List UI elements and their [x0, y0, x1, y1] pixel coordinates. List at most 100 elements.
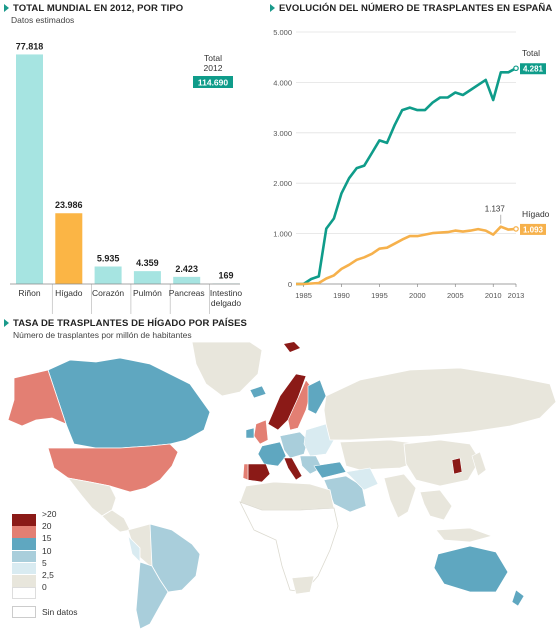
- italy: [283, 457, 303, 481]
- spain-line-chart: 0 1.000 2.000 3.000 4.000 5.000 1985 1990 1995 20…: [273, 28, 550, 300]
- norway: [267, 373, 307, 431]
- series-end-value: 4.281: [523, 65, 544, 74]
- middle-east: [323, 475, 367, 513]
- legend-label: 15: [42, 533, 52, 544]
- legend-swatch: [12, 514, 36, 526]
- bolivia-peru: [127, 534, 141, 563]
- triangle-icon: [4, 4, 9, 12]
- category-label: Hígado: [55, 288, 83, 298]
- world-chart-subtitle: Datos estimados: [11, 15, 75, 25]
- x-tick-label: 2000: [409, 291, 426, 300]
- sub-saharan-africa: [239, 501, 339, 593]
- map-title: TASA DE TRASPLANTES DE HÍGADO POR PAÍSES: [4, 318, 247, 329]
- x-tick-label: 2013: [508, 291, 525, 300]
- x-tick-label: 2010: [485, 291, 502, 300]
- legend-label: Sin datos: [42, 607, 78, 617]
- legend-label: 20: [42, 521, 52, 532]
- legend-label: 10: [42, 545, 52, 556]
- france: [257, 441, 287, 467]
- series-line-1: [296, 225, 517, 286]
- iran: [345, 467, 379, 491]
- legend-swatch: [12, 562, 36, 575]
- spain: [247, 463, 271, 483]
- y-tick-label: 1.000: [273, 230, 292, 239]
- india: [383, 473, 417, 519]
- series-end-badge: [520, 223, 546, 235]
- legend-label: 2,5: [42, 570, 54, 580]
- world-map: [7, 341, 557, 629]
- alaska: [7, 369, 67, 427]
- legend-swatch: [12, 526, 36, 538]
- y-tick-label: 5.000: [273, 28, 292, 37]
- x-tick-label: 2005: [447, 291, 464, 300]
- series-name-label: Total: [522, 48, 540, 58]
- bar-3: [133, 271, 161, 284]
- bar-value-label: 2.423: [175, 264, 198, 274]
- argentina-chile: [135, 561, 169, 629]
- total-year: 2012: [204, 63, 223, 73]
- indonesia: [435, 527, 494, 543]
- new-zealand: [511, 589, 525, 607]
- series-name-label: Hígado: [522, 209, 550, 219]
- annotation-label: 1.137: [485, 205, 506, 214]
- bar-0: [16, 54, 43, 285]
- category-label: delgado: [211, 298, 242, 308]
- series-end-value: 1.093: [523, 225, 544, 234]
- y-tick-label: 0: [288, 280, 292, 289]
- greenland: [191, 341, 263, 397]
- russia: [323, 367, 557, 441]
- bar-value-label: 4.359: [136, 258, 159, 268]
- legend-swatch: [12, 587, 36, 599]
- bar-4: [173, 276, 201, 284]
- finland: [307, 379, 327, 415]
- south-africa: [291, 575, 315, 595]
- series-end-badge: [520, 63, 546, 75]
- southeast-asia: [419, 489, 453, 521]
- series-end-marker: [513, 226, 519, 232]
- y-tick-label: 3.000: [273, 129, 292, 138]
- uk: [253, 419, 269, 445]
- legend-label: >20: [42, 509, 57, 519]
- total-label: Total: [204, 53, 222, 63]
- category-label: Riñon: [18, 288, 40, 298]
- map-legend: >20 20 15 10 5 2,5 0 Sin datos: [12, 509, 112, 622]
- y-tick-label: 4.000: [273, 78, 292, 87]
- korea: [451, 457, 463, 475]
- x-tick-label: 1985: [295, 291, 312, 300]
- japan: [471, 451, 487, 477]
- china: [403, 439, 481, 487]
- legend-label: 5: [42, 557, 47, 568]
- portugal: [242, 463, 249, 481]
- x-tick-label: 1995: [371, 291, 388, 300]
- y-tick-label: 2.000: [273, 179, 292, 188]
- usa: [47, 443, 179, 493]
- category-label: Corazón: [92, 288, 124, 298]
- australia: [433, 545, 509, 593]
- bar-2: [94, 266, 122, 284]
- world-bar-chart: 77.818 Riñon 23.986 Hígado 5.935 Corazón 4.359…: [10, 41, 242, 314]
- bar-1: [55, 213, 83, 284]
- triangle-icon: [4, 319, 9, 327]
- iceland: [249, 385, 267, 399]
- total-value: 114.690: [198, 78, 229, 88]
- canada: [47, 357, 211, 449]
- legend-label: 0: [42, 582, 47, 593]
- ireland: [245, 427, 255, 439]
- total-badge: [193, 76, 233, 88]
- map-subtitle: Número de trasplantes por millón de habi…: [13, 330, 192, 340]
- category-label: Intestino: [210, 288, 242, 298]
- central-europe: [279, 431, 309, 459]
- legend-swatch: [12, 550, 36, 563]
- bar-value-label: 5.935: [97, 253, 120, 263]
- triangle-icon: [270, 4, 275, 12]
- category-label: Pulmón: [133, 288, 162, 298]
- spain-chart-title: EVOLUCIÓN DEL NÚMERO DE TRASPLANTES EN E…: [270, 3, 552, 14]
- svalbard: [284, 342, 300, 352]
- bar-value-label: 77.818: [16, 41, 44, 51]
- bar-value-label: 169: [218, 271, 233, 281]
- bar-value-label: 23.986: [55, 200, 83, 210]
- series-end-marker: [513, 65, 519, 72]
- legend-swatch: [12, 606, 36, 618]
- legend-swatch: [12, 575, 36, 587]
- north-africa: [239, 481, 335, 511]
